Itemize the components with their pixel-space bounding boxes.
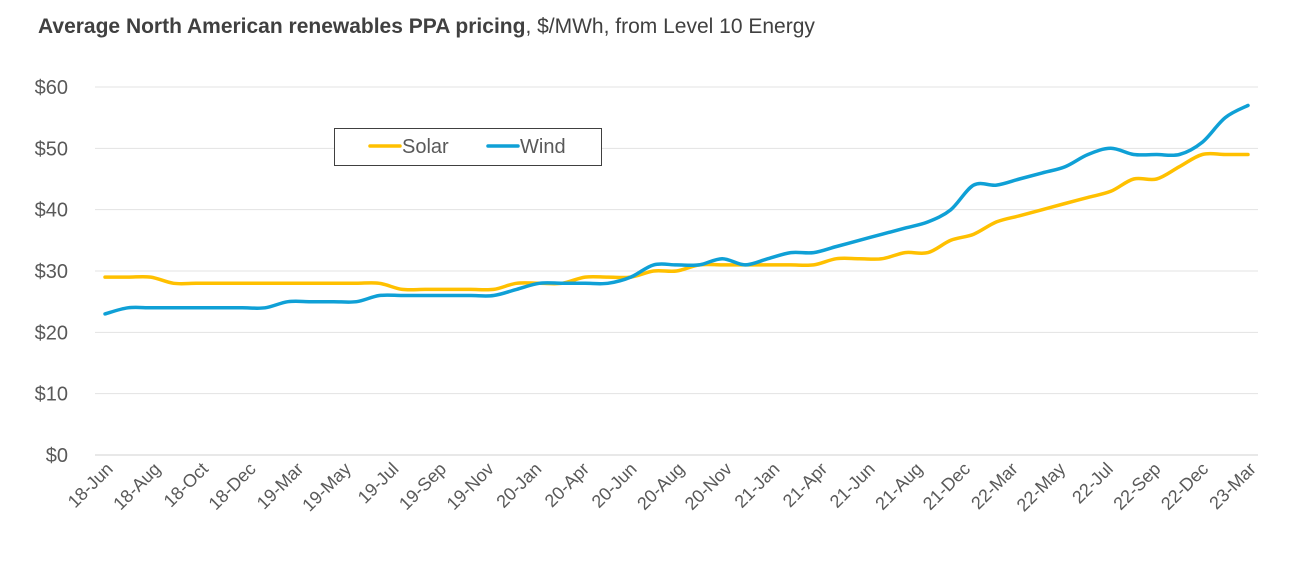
x-tick-label: 22-Mar [967, 459, 1021, 513]
x-tick-label: 19-May [298, 459, 355, 516]
chart-title: Average North American renewables PPA pr… [38, 15, 815, 39]
x-tick-label: 19-Sep [395, 459, 450, 514]
x-tick-label: 21-Jan [731, 459, 784, 512]
x-tick-label: 21-Aug [871, 459, 926, 514]
y-tick-label: $40 [35, 200, 68, 222]
x-tick-label: 19-Mar [253, 459, 307, 513]
legend-label-wind: Wind [520, 136, 566, 158]
x-axis: 18-Jun18-Aug18-Oct18-Dec19-Mar19-May19-J… [64, 459, 1260, 516]
x-tick-label: 22-May [1013, 459, 1070, 516]
x-tick-label: 21-Jun [826, 459, 879, 512]
x-tick-label: 23-Mar [1205, 459, 1259, 513]
x-tick-label: 20-Jan [492, 459, 545, 512]
x-tick-label: 22-Dec [1157, 459, 1212, 514]
x-tick-label: 20-Jun [588, 459, 641, 512]
y-tick-label: $60 [35, 77, 68, 99]
series-lines [103, 103, 1250, 316]
x-tick-label: 20-Apr [541, 459, 593, 511]
x-tick-label: 18-Oct [160, 459, 212, 511]
chart-title-rest: , $/MWh, from Level 10 Energy [525, 15, 815, 38]
y-tick-label: $10 [35, 384, 68, 406]
x-tick-label: 22-Sep [1109, 459, 1164, 514]
y-tick-label: $30 [35, 261, 68, 283]
x-tick-label: 18-Jun [64, 459, 117, 512]
x-tick-label: 20-Aug [633, 459, 688, 514]
y-tick-label: $50 [35, 138, 68, 160]
y-axis: $0 $10 $20 $30 $40 $50 $60 [35, 77, 68, 467]
chart-title-bold: Average North American renewables PPA pr… [38, 15, 526, 38]
x-tick-label: 19-Nov [443, 459, 498, 514]
x-tick-label: 18-Aug [109, 459, 164, 514]
x-tick-label: 20-Nov [681, 459, 736, 514]
legend-label-solar: Solar [402, 136, 449, 158]
y-tick-label: $0 [46, 445, 68, 467]
series-line-wind [103, 103, 1250, 316]
y-tick-label: $20 [35, 322, 68, 344]
x-tick-label: 21-Apr [779, 459, 831, 511]
x-tick-label: 18-Dec [205, 459, 260, 514]
gridlines [95, 86, 1258, 456]
series-line-solar [103, 151, 1250, 292]
legend: Solar Wind [334, 128, 602, 166]
x-tick-label: 21-Dec [919, 459, 974, 514]
